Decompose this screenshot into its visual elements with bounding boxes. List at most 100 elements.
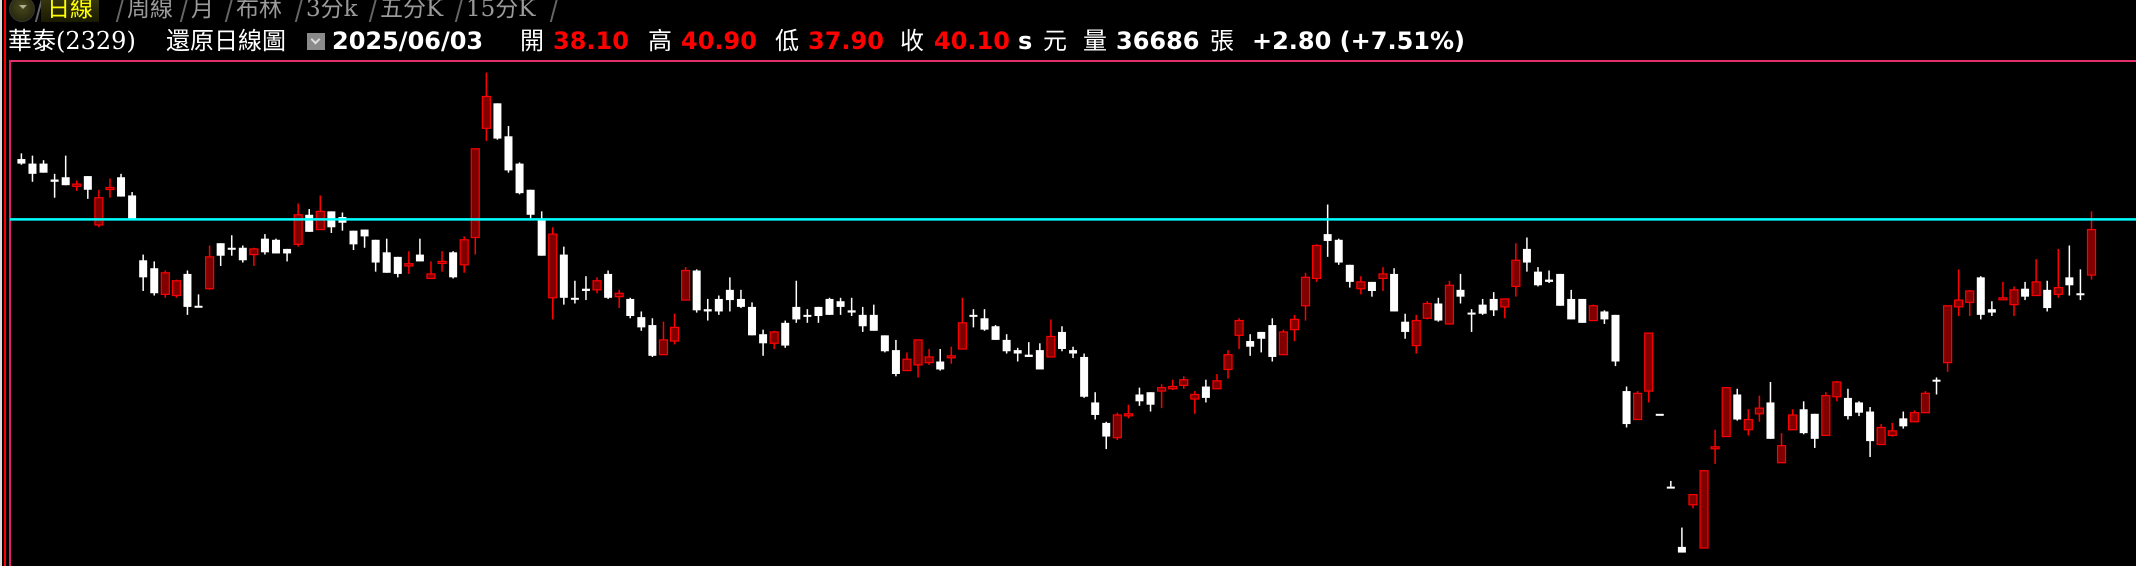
candle-body — [1766, 402, 1775, 439]
candle-body — [902, 358, 912, 372]
candle-body — [1545, 279, 1554, 282]
candle-body — [1987, 309, 1996, 313]
chart-frame — [9, 60, 2136, 566]
candle — [327, 211, 336, 233]
tab-daily[interactable]: 日線 — [41, 0, 99, 22]
candle — [1710, 429, 1720, 464]
candle — [869, 304, 878, 331]
candle-body — [1345, 264, 1354, 282]
candle — [1223, 350, 1233, 379]
candle — [128, 192, 137, 220]
candle — [393, 256, 402, 278]
candle — [748, 302, 757, 336]
candle — [1688, 493, 1698, 509]
candle-body — [1112, 414, 1122, 439]
candle-body — [1356, 281, 1366, 290]
candle-body — [1135, 394, 1144, 402]
candle — [1766, 381, 1775, 439]
candle-body — [249, 248, 259, 256]
high-value: 40.90 — [681, 27, 757, 55]
candle-body — [1002, 339, 1011, 352]
candle — [781, 320, 790, 348]
candle — [1655, 413, 1664, 416]
candle — [1533, 267, 1542, 287]
tab-5min[interactable]: 五分K — [380, 0, 444, 22]
candle — [858, 306, 867, 332]
candle-body — [1622, 391, 1631, 425]
candle-body — [1234, 319, 1244, 336]
candle-body — [2009, 289, 2019, 306]
candle — [139, 254, 148, 291]
candle — [1699, 470, 1709, 549]
dropdown-menu-icon[interactable] — [9, 0, 35, 22]
candle — [725, 277, 734, 312]
candle — [171, 279, 181, 298]
candle-body — [1787, 414, 1798, 431]
candle — [415, 238, 424, 262]
candle — [980, 309, 989, 331]
candle-body — [1954, 299, 1964, 308]
candle — [1311, 244, 1322, 282]
candle — [1246, 334, 1255, 356]
checkbox-icon[interactable] — [307, 33, 325, 50]
candle-body — [1378, 273, 1388, 280]
candle — [17, 153, 26, 165]
candlestick-chart[interactable] — [10, 61, 2136, 566]
candle-body — [703, 309, 712, 312]
high-label: 高 — [648, 27, 672, 55]
candle — [1444, 280, 1455, 325]
candle — [481, 72, 491, 141]
candle-body — [1057, 331, 1066, 349]
candle-body — [17, 159, 26, 164]
candle-body — [493, 103, 502, 139]
candle — [1467, 309, 1476, 332]
candle-body — [437, 260, 447, 265]
tab-3min[interactable]: 3分k — [306, 0, 358, 22]
tab-15min[interactable]: 15分K — [466, 0, 536, 22]
candle — [249, 247, 259, 266]
tab-weekly[interactable]: 周線 — [127, 0, 173, 22]
candle — [360, 229, 369, 248]
candle-body — [1334, 239, 1343, 263]
candle-body — [1843, 397, 1852, 417]
candle-body — [349, 230, 358, 245]
candle — [559, 246, 568, 305]
candle-body — [648, 325, 657, 356]
candle-body — [1710, 446, 1720, 450]
candle-body — [1080, 356, 1089, 397]
candle-body — [825, 298, 834, 315]
candle-body — [581, 288, 590, 291]
candle — [1776, 433, 1787, 464]
candle — [991, 325, 1000, 340]
candle — [260, 234, 269, 255]
candle — [1334, 238, 1343, 265]
candle-body — [94, 197, 104, 226]
tab-monthly[interactable]: 月 — [191, 0, 214, 22]
candle-body — [1500, 298, 1510, 308]
candle — [1390, 268, 1399, 312]
candle — [658, 321, 669, 356]
candle-body — [1567, 298, 1576, 320]
candle-body — [515, 163, 524, 194]
candle-body — [1434, 303, 1443, 321]
candle — [1866, 406, 1875, 458]
candle-body — [459, 239, 469, 266]
candle — [150, 261, 159, 296]
candle — [338, 212, 347, 231]
candle — [1987, 301, 1996, 317]
tab-separator — [549, 0, 559, 22]
candle-body — [1855, 402, 1864, 413]
candle — [1190, 391, 1200, 414]
candle-body — [305, 214, 314, 232]
candle-body — [1942, 305, 1953, 364]
close-value: 40.10 — [934, 27, 1010, 55]
candle-body — [1965, 290, 1975, 303]
candle — [1754, 395, 1764, 422]
candle-body — [194, 305, 203, 308]
tab-bollinger[interactable]: 布林 — [236, 0, 282, 22]
candle-body — [481, 95, 491, 129]
candle — [1112, 412, 1122, 440]
candle-body — [1091, 402, 1100, 415]
candle — [2009, 286, 2019, 317]
candle-body — [1976, 277, 1985, 315]
